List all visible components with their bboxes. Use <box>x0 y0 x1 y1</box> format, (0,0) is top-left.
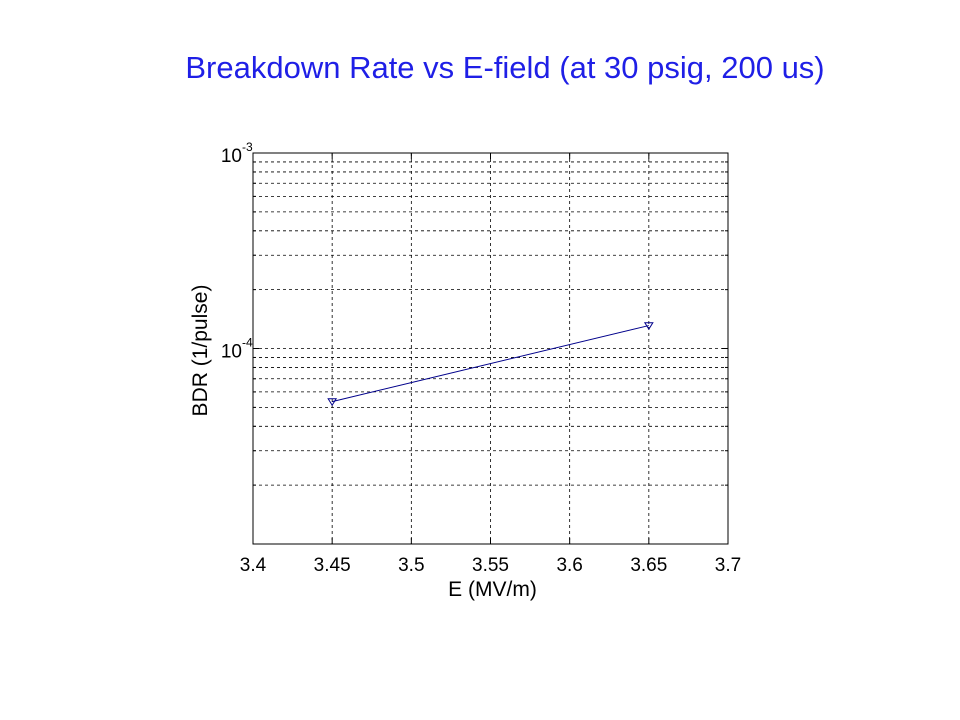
y-tick-label-base: 10 <box>221 342 242 363</box>
x-tick-label: 3.5 <box>398 555 424 576</box>
x-tick-label: 3.65 <box>630 555 667 576</box>
y-tick-label-base: 10 <box>221 146 242 167</box>
x-tick-label: 3.7 <box>715 555 741 576</box>
series-line <box>332 325 649 403</box>
x-tick-label: 3.6 <box>556 555 582 576</box>
x-tick-label: 3.45 <box>314 555 351 576</box>
y-tick-label: 10 -3 <box>221 140 253 167</box>
y-tick-labels: 10-310-4 <box>221 140 253 363</box>
ticks <box>252 153 729 544</box>
y-tick-label-exponent: -4 <box>242 336 253 350</box>
data-point-marker <box>327 398 338 407</box>
x-tick-label: 3.4 <box>240 555 267 576</box>
y-tick-label-exponent: -3 <box>242 140 253 154</box>
x-tick-labels: 3.4 3.45 3.5 3.55 3.6 3.65 3.7 <box>240 555 741 576</box>
data-point-marker <box>643 322 654 331</box>
grid <box>253 153 728 544</box>
slide-title: Breakdown Rate vs E-field (at 30 psig, 2… <box>185 50 825 85</box>
series-layer <box>327 322 654 407</box>
x-tick-label: 3.55 <box>472 555 509 576</box>
y-tick-label: 10 -4 <box>221 336 253 363</box>
x-axis-label: E (MV/m) <box>448 578 537 601</box>
y-axis-label: BDR (1/pulse) <box>189 285 212 417</box>
